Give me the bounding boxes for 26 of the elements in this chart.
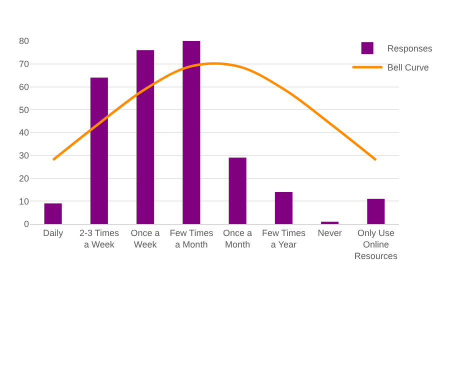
bar bbox=[274, 192, 292, 224]
x-tick-label: Never bbox=[318, 228, 342, 238]
bar bbox=[136, 50, 154, 224]
y-tick-label: 40 bbox=[18, 128, 29, 138]
x-tick-label: Once a Month bbox=[223, 228, 252, 250]
y-tick-label: 70 bbox=[18, 59, 29, 70]
bar bbox=[44, 203, 62, 224]
x-tick-label: Only Use Online Resources bbox=[354, 228, 398, 262]
bar bbox=[90, 78, 108, 224]
y-tick-label: 20 bbox=[18, 173, 29, 184]
x-tick-label: Few Times a Year bbox=[262, 228, 306, 250]
bar bbox=[228, 158, 246, 224]
legend-label: Bell Curve bbox=[387, 62, 429, 73]
y-tick-label: 10 bbox=[18, 196, 29, 206]
bar bbox=[182, 41, 200, 224]
x-tick-label: 2-3 Times a Week bbox=[79, 228, 120, 250]
y-tick-label: 60 bbox=[18, 82, 29, 92]
bar bbox=[367, 198, 385, 224]
y-tick-label: 50 bbox=[18, 104, 29, 115]
y-tick-label: 80 bbox=[18, 36, 29, 46]
legend-label: Responses bbox=[387, 44, 433, 54]
y-tick-label: 30 bbox=[18, 150, 29, 161]
x-tick-label: Once a Week bbox=[130, 228, 160, 250]
x-tick-label: Few Times a Month bbox=[170, 228, 214, 250]
y-tick-label: 0 bbox=[24, 219, 29, 230]
x-tick-label: Daily bbox=[43, 228, 64, 238]
